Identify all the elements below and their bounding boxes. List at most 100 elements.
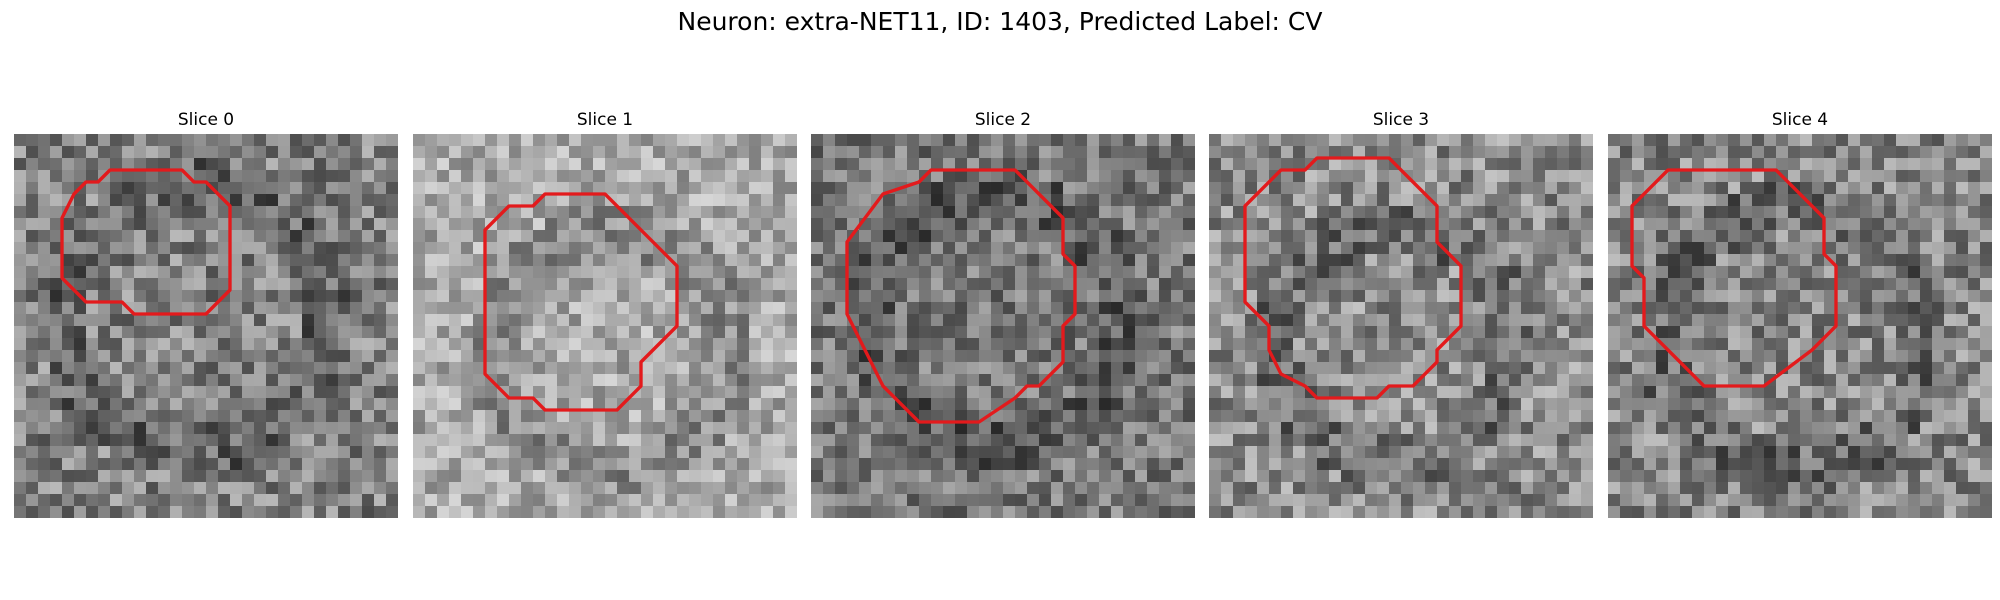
pixel: [1812, 374, 1825, 387]
pixel: [1716, 182, 1729, 195]
pixel: [1668, 326, 1681, 339]
pixel: [1860, 326, 1873, 339]
pixel: [1521, 350, 1534, 363]
pixel: [254, 314, 267, 327]
pixel: [1135, 470, 1148, 483]
pixel: [1788, 242, 1801, 255]
pixel: [1509, 386, 1522, 399]
pixel: [581, 434, 594, 447]
pixel: [134, 326, 147, 339]
pixel: [617, 134, 630, 147]
pixel: [1896, 194, 1909, 207]
pixel: [1353, 314, 1366, 327]
pixel: [895, 458, 908, 471]
pixel: [1860, 218, 1873, 231]
pixel: [1221, 290, 1234, 303]
pixel: [386, 206, 398, 219]
pixel: [677, 482, 690, 495]
pixel: [266, 134, 279, 147]
pixel: [1473, 302, 1486, 315]
pixel: [1075, 362, 1088, 375]
pixel: [1920, 398, 1933, 411]
pixel: [1656, 326, 1669, 339]
pixel: [314, 338, 327, 351]
pixel: [1569, 230, 1582, 243]
pixel: [737, 218, 750, 231]
pixel: [811, 458, 824, 471]
pixel: [1848, 206, 1861, 219]
pixel: [158, 458, 171, 471]
pixel: [749, 422, 762, 435]
pixel: [847, 434, 860, 447]
pixel: [1788, 134, 1801, 147]
pixel: [725, 194, 738, 207]
pixel: [158, 158, 171, 171]
pixel: [1123, 338, 1136, 351]
pixel: [1716, 266, 1729, 279]
pixel: [1485, 422, 1498, 435]
pixel: [1824, 386, 1837, 399]
pixel: [967, 134, 980, 147]
pixel: [1836, 254, 1849, 267]
pixel: [497, 470, 510, 483]
pixel: [1740, 290, 1753, 303]
pixel: [847, 170, 860, 183]
pixel: [290, 230, 303, 243]
pixel: [991, 434, 1004, 447]
pixel: [1932, 422, 1945, 435]
pixel: [1353, 422, 1366, 435]
pixel: [1111, 242, 1124, 255]
pixel: [653, 410, 666, 423]
pixel: [218, 170, 231, 183]
pixel: [629, 410, 642, 423]
pixel: [811, 446, 824, 459]
pixel: [326, 230, 339, 243]
pixel: [557, 218, 570, 231]
pixel: [701, 158, 714, 171]
pixel: [1473, 242, 1486, 255]
pixel: [1075, 182, 1088, 195]
pixel: [1135, 386, 1148, 399]
pixel: [98, 350, 111, 363]
pixel: [1293, 446, 1306, 459]
pixel: [62, 470, 75, 483]
pixel: [1581, 494, 1593, 507]
pixel: [1848, 278, 1861, 291]
pixel: [1509, 398, 1522, 411]
pixel: [1461, 470, 1474, 483]
pixel: [1449, 398, 1462, 411]
pixel: [425, 230, 438, 243]
pixel: [895, 230, 908, 243]
pixel: [413, 434, 426, 447]
pixel: [1147, 146, 1160, 159]
pixel: [1099, 182, 1112, 195]
pixel: [110, 398, 123, 411]
pixel: [1281, 218, 1294, 231]
pixel: [533, 494, 546, 507]
pixel: [701, 146, 714, 159]
pixel: [1545, 206, 1558, 219]
pixel: [1668, 194, 1681, 207]
pixel: [461, 230, 474, 243]
pixel: [823, 422, 836, 435]
pixel: [835, 350, 848, 363]
pixel: [521, 386, 534, 399]
pixel: [122, 434, 135, 447]
pixel: [979, 458, 992, 471]
pixel: [785, 338, 797, 351]
pixel: [521, 422, 534, 435]
pixel: [823, 194, 836, 207]
pixel: [497, 134, 510, 147]
pixel: [811, 410, 824, 423]
pixel: [1752, 158, 1765, 171]
pixel: [338, 158, 351, 171]
pixel: [218, 410, 231, 423]
pixel: [967, 446, 980, 459]
pixel: [1569, 446, 1582, 459]
pixel: [1980, 314, 1992, 327]
pixel: [1171, 314, 1184, 327]
pixel: [943, 194, 956, 207]
pixel: [86, 506, 99, 518]
pixel: [931, 386, 944, 399]
pixel: [773, 218, 786, 231]
